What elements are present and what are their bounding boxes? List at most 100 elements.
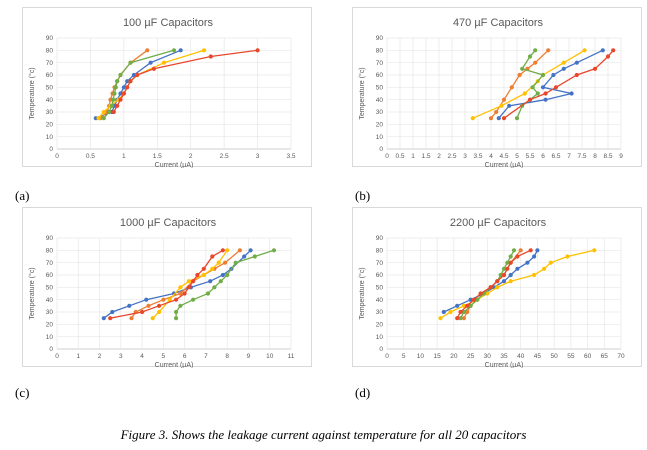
x-tick-label: 0.5: [395, 153, 404, 160]
x-tick-label: 25: [467, 353, 475, 360]
data-point: [125, 85, 130, 90]
chart-panel-d: 2200 µF Capacitors 0 10 20 30 40 50 60 70 80 90 0 5 1…: [352, 207, 642, 368]
data-point: [225, 248, 230, 253]
data-point: [535, 248, 540, 253]
panel-label-c: (c): [15, 385, 30, 400]
x-tick-label: 7.5: [577, 153, 586, 160]
data-point: [182, 291, 187, 296]
data-point: [125, 79, 130, 84]
x-tick-label: 10: [417, 353, 425, 360]
x-tick-label: 6: [183, 353, 187, 360]
data-point: [140, 309, 145, 315]
data-point: [109, 103, 114, 108]
data-point: [458, 316, 463, 321]
x-tick-label: 2: [437, 153, 441, 160]
data-point: [441, 309, 446, 315]
data-point: [505, 260, 510, 265]
data-point: [131, 72, 136, 78]
chart-title: 1000 µF Capacitors: [120, 217, 217, 229]
panel-label-b: (b): [355, 188, 371, 203]
data-point: [553, 85, 559, 90]
x-axis-label: Current (µA): [485, 362, 524, 368]
data-point: [488, 116, 494, 121]
x-tick-label: 0: [55, 353, 59, 360]
y-axis-label: Temperature (°c): [358, 67, 366, 119]
data-point: [223, 260, 228, 265]
data-point: [118, 91, 123, 96]
data-point: [528, 248, 533, 253]
data-point: [271, 248, 277, 253]
y-tick-label: 10: [376, 334, 384, 341]
data-point: [540, 85, 546, 90]
data-point: [144, 297, 149, 302]
x-tick-label: 9: [247, 353, 251, 360]
data-point: [118, 72, 123, 78]
chart-panel-b: 470 µF Capacitors 0 10 20 30 40 50 60 70 80 90 0 0.5…: [352, 7, 642, 168]
x-tick-label: 20: [450, 353, 458, 360]
x-tick-label: 1.5: [421, 153, 430, 160]
y-tick-label: 30: [376, 109, 384, 116]
data-point: [501, 266, 507, 271]
data-point: [461, 316, 466, 321]
data-point: [121, 91, 126, 96]
data-point: [255, 48, 260, 53]
x-tick-label: 6: [541, 153, 545, 160]
y-tick-label: 70: [46, 260, 54, 267]
data-point: [527, 97, 533, 102]
x-tick-label: 10: [266, 353, 274, 360]
chart-svg-c: 1000 µF Capacitors 0 10 20 30 40 50 60 70 80 90 0 1 2…: [28, 217, 295, 368]
x-tick-label: 6.5: [551, 153, 560, 160]
data-point: [118, 97, 123, 102]
data-point: [210, 254, 215, 259]
x-tick-label: 50: [551, 353, 559, 360]
panel-label-a: (a): [15, 188, 30, 203]
y-tick-label: 10: [376, 134, 384, 141]
y-tick-label: 30: [46, 309, 54, 316]
y-tick-label: 30: [46, 109, 54, 116]
data-point: [561, 60, 566, 65]
data-point: [205, 291, 211, 296]
data-point: [548, 260, 553, 265]
data-point: [471, 297, 476, 302]
data-point: [150, 316, 155, 321]
x-tick-label: 65: [601, 353, 609, 360]
data-point: [202, 48, 207, 53]
data-point: [542, 266, 547, 271]
data-point: [218, 279, 223, 284]
x-tick-label: 7: [204, 353, 208, 360]
data-point: [468, 303, 473, 308]
x-tick-label: 0: [385, 353, 389, 360]
data-point: [501, 97, 507, 102]
data-point: [195, 272, 200, 278]
data-point: [225, 272, 230, 278]
y-axis-label: Temperature (°c): [28, 267, 36, 319]
y-tick-label: 0: [379, 346, 383, 353]
data-point: [135, 72, 140, 78]
data-point: [498, 272, 503, 278]
data-point: [128, 60, 133, 65]
x-tick-label: 4: [489, 153, 493, 160]
data-point: [517, 72, 522, 78]
data-point: [438, 316, 443, 321]
y-tick-label: 60: [46, 72, 54, 79]
x-tick-label: 1.5: [153, 153, 162, 160]
data-point: [148, 60, 153, 65]
data-point: [505, 266, 510, 271]
data-point: [543, 91, 548, 96]
x-tick-label: 8: [225, 353, 229, 360]
y-tick-label: 0: [49, 146, 53, 153]
x-tick-label: 2.5: [220, 153, 229, 160]
y-tick-label: 90: [46, 35, 54, 42]
y-tick-label: 80: [46, 248, 54, 255]
data-point: [115, 103, 120, 108]
data-point: [455, 303, 460, 308]
figure-caption: Figure 3. Shows the leakage current agai…: [120, 427, 527, 442]
data-point: [146, 303, 151, 308]
data-point: [605, 54, 611, 59]
x-axis-label: Current (µA): [155, 162, 194, 168]
chart-svg-a: 100 µF Capacitors 0 10 20 30 40 50 60 70 80 90 0 0.5…: [28, 17, 296, 168]
y-tick-label: 70: [376, 60, 384, 67]
data-point: [461, 309, 466, 315]
data-point: [174, 316, 179, 321]
data-point: [111, 97, 116, 102]
